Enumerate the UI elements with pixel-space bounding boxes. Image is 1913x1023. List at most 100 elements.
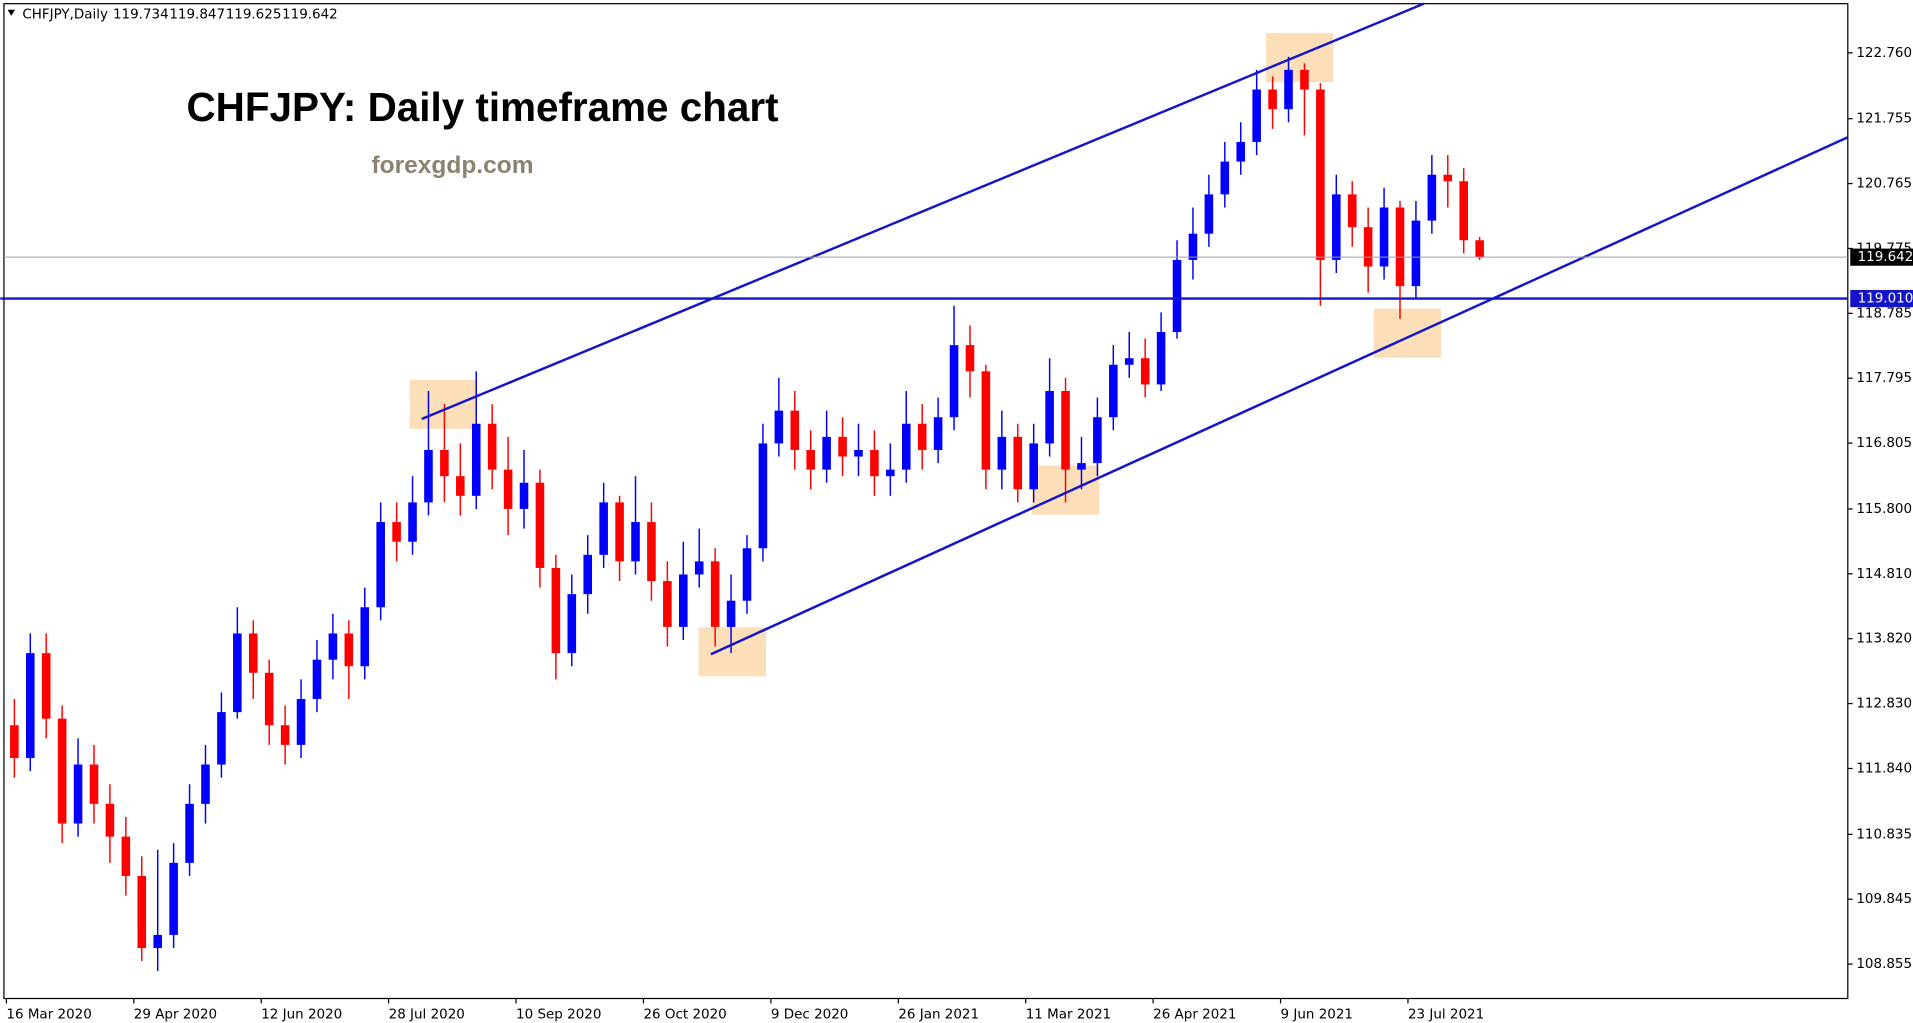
candle-body <box>121 836 131 876</box>
x-tick-label: 26 Jan 2021 <box>898 1006 979 1022</box>
candle-body <box>376 522 385 608</box>
y-tick-label: 117.795 <box>1856 370 1912 386</box>
candle-body <box>1156 332 1166 385</box>
candle-body <box>248 633 258 673</box>
x-tick-label: 12 Jun 2020 <box>261 1006 342 1022</box>
y-tick-label: 115.800 <box>1856 501 1912 517</box>
candle-body <box>886 469 895 477</box>
level-box <box>1850 290 1913 308</box>
level-label: 119.010 <box>1858 291 1913 307</box>
candle-body <box>1411 220 1421 287</box>
candle-body <box>440 449 449 477</box>
y-tick-label: 113.820 <box>1856 631 1912 647</box>
candle-body <box>1109 364 1118 418</box>
header-value: 119.642 <box>282 7 338 23</box>
symbol: CHFJPY,Daily <box>22 7 108 23</box>
candle-body <box>838 436 847 457</box>
candle-body <box>1459 181 1468 241</box>
candle-body <box>41 653 51 719</box>
candle-body <box>264 672 274 726</box>
candle-body <box>296 699 306 745</box>
y-tick-label: 108.855 <box>1856 956 1912 972</box>
candle-body <box>981 371 991 470</box>
candle-body <box>1379 207 1389 267</box>
watermark: forexgdp.com <box>371 152 533 179</box>
candle-body <box>392 522 401 542</box>
candle-body <box>1427 174 1437 221</box>
x-tick-label: 28 Jul 2020 <box>389 1006 465 1022</box>
candle-body <box>344 633 354 667</box>
candle-body <box>615 502 624 562</box>
candle-body <box>312 659 322 700</box>
candle-body <box>1013 436 1023 490</box>
candle-body <box>901 423 911 470</box>
x-tick-label: 23 Jul 2021 <box>1408 1006 1484 1022</box>
candle-body <box>710 561 720 627</box>
candle-body <box>1363 227 1373 267</box>
candle-body <box>201 764 210 804</box>
candle-body <box>854 449 863 457</box>
candle-body <box>169 862 178 935</box>
candle-body <box>758 443 768 549</box>
candle-body <box>1316 89 1325 260</box>
candle-body <box>965 345 975 372</box>
y-tick-label: 122.760 <box>1856 45 1912 61</box>
header-value: 119.625 <box>226 7 282 23</box>
x-tick-label: 29 Apr 2020 <box>134 1006 217 1022</box>
candle-body <box>679 574 688 627</box>
candle-body <box>742 548 752 601</box>
candle-body <box>822 436 831 470</box>
highlight-box <box>1265 33 1334 83</box>
x-tick-label: 26 Apr 2021 <box>1153 1006 1236 1022</box>
x-tick-label: 9 Jun 2021 <box>1281 1006 1353 1022</box>
candle-body <box>535 482 545 568</box>
candle-body <box>503 469 513 509</box>
y-tick-label: 110.835 <box>1856 826 1912 842</box>
highlight-box <box>1373 308 1442 358</box>
candle-body <box>1252 89 1261 142</box>
candle-body <box>790 410 800 450</box>
x-tick-label: 11 Mar 2021 <box>1026 1006 1111 1022</box>
candle-body <box>360 607 370 667</box>
candle-body <box>471 423 481 496</box>
candle-body <box>1347 194 1357 228</box>
candle-body <box>1172 259 1182 333</box>
candle-body <box>408 502 417 542</box>
candle-body <box>153 934 162 949</box>
candle-body <box>551 567 561 654</box>
candle-body <box>1140 358 1150 385</box>
y-tick-label: 116.805 <box>1856 435 1912 451</box>
y-tick-label: 118.785 <box>1856 305 1912 321</box>
header-values: 119.734 119.847 119.625 119.642 <box>113 7 338 23</box>
current-price-label: 119.642 <box>1858 249 1913 265</box>
candle-body <box>806 449 815 470</box>
candle-body <box>631 522 640 562</box>
current-price-box <box>1850 248 1913 266</box>
candle-body <box>487 423 497 470</box>
x-tick-label: 26 Oct 2020 <box>643 1006 726 1022</box>
candles <box>10 56 1484 971</box>
candle-body <box>1045 390 1054 444</box>
candle-body <box>917 423 927 450</box>
candle-body <box>137 875 147 949</box>
candle-body <box>583 554 593 595</box>
candle-body <box>57 718 67 824</box>
candle-body <box>949 345 959 418</box>
candle-body <box>456 476 465 496</box>
candle-body <box>997 436 1007 470</box>
y-tick-label: 112.830 <box>1856 696 1912 712</box>
upper-trendline <box>421 2 1425 421</box>
candle-body <box>663 581 672 627</box>
candle-body <box>25 653 35 758</box>
candle-body <box>1332 194 1341 260</box>
candle-body <box>1395 207 1405 287</box>
candle-body <box>647 522 656 582</box>
candle-body <box>1077 463 1086 470</box>
candle-body <box>1284 69 1293 110</box>
x-tick-label: 16 Mar 2020 <box>6 1006 91 1022</box>
y-tick-label: 114.810 <box>1856 566 1912 582</box>
x-tick-label: 10 Sep 2020 <box>516 1006 601 1022</box>
candle-body <box>1061 390 1070 470</box>
candle-body <box>1300 69 1309 90</box>
